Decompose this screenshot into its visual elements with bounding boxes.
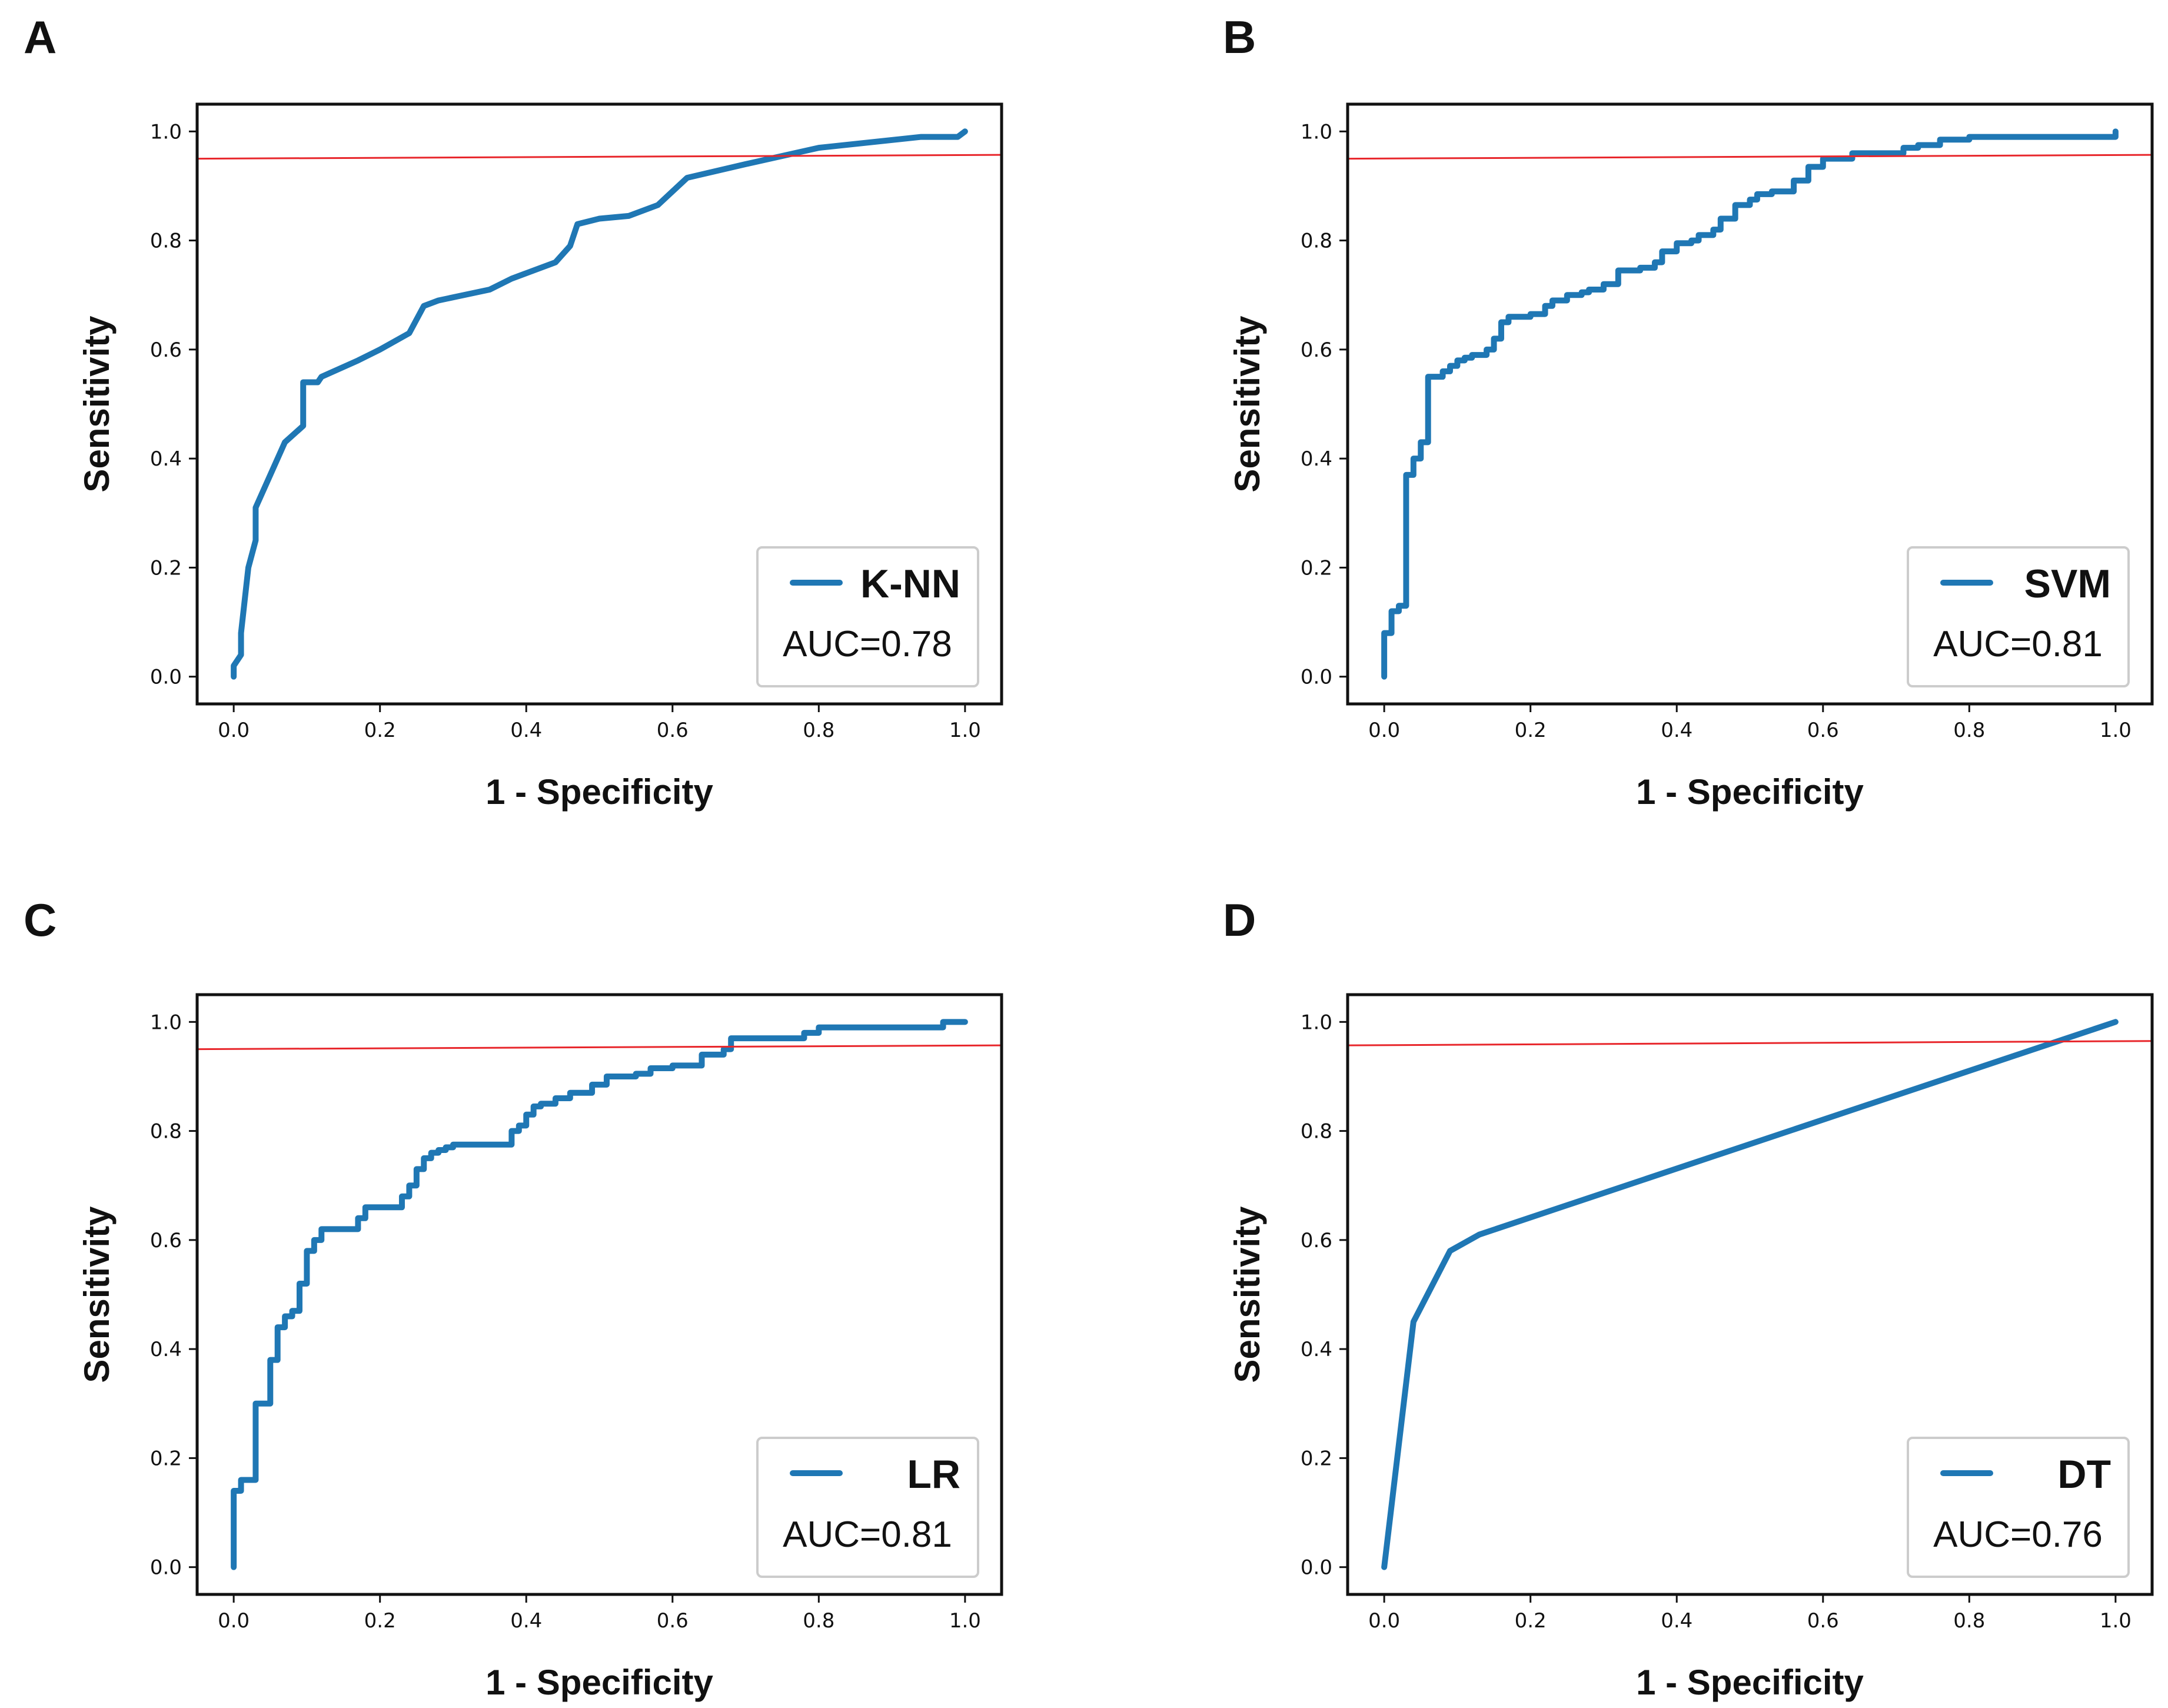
y-tick-label: 0.4 — [150, 447, 182, 471]
x-tick-label: 0.8 — [1953, 1609, 1985, 1633]
x-tick-label: 0.0 — [218, 719, 250, 742]
y-tick-label: 1.0 — [150, 1011, 182, 1034]
x-tick-label: 1.0 — [2100, 1609, 2132, 1633]
legend: SVM AUC=0.81 — [1907, 546, 2130, 687]
plot-frame — [195, 993, 1003, 1596]
legend-label: K-NN — [860, 561, 960, 606]
plot-area — [1348, 128, 2152, 680]
x-axis-title: 1 - Specificity — [486, 772, 713, 812]
auc-label: AUC=0.81 — [783, 1514, 952, 1555]
plot-frame — [1346, 102, 2154, 706]
x-tick-label: 0.8 — [803, 719, 834, 742]
x-tick-label: 0.4 — [510, 719, 542, 742]
x-tick-label: 0.8 — [803, 1609, 834, 1633]
x-tick-label: 0.0 — [1368, 1609, 1400, 1633]
x-tick-label: 0.4 — [1661, 719, 1692, 742]
x-tick-label: 0.0 — [1368, 719, 1400, 742]
y-tick-label: 1.0 — [1301, 120, 1332, 144]
y-axis-title: Sensitivity — [77, 315, 117, 493]
auc-label: AUC=0.78 — [783, 624, 952, 664]
panel-letter: B — [1223, 11, 1256, 63]
y-tick-label: 0.2 — [1301, 556, 1332, 580]
x-axis-title: 1 - Specificity — [486, 1663, 713, 1702]
y-tick-label: 0.0 — [150, 666, 182, 689]
roc-curve-d — [1381, 1019, 2119, 1570]
panel-letter: C — [24, 894, 56, 946]
y-tick-label: 0.4 — [150, 1338, 182, 1361]
panel-d: D 0.0 0.2 0.4 0.6 0.8 1.0 0.0 0.2 0.4 0.6 0.8 1.0 1 -… — [1223, 894, 2154, 1702]
x-tick-label: 0.0 — [218, 1609, 250, 1633]
x-tick-label: 0.4 — [1661, 1609, 1692, 1633]
reference-line — [1348, 154, 2152, 160]
legend-label: SVM — [2024, 561, 2111, 606]
y-tick-label: 0.8 — [150, 230, 182, 253]
y-tick-label: 0.8 — [150, 1120, 182, 1144]
x-tick-label: 0.6 — [1807, 719, 1839, 742]
x-axis-title: 1 - Specificity — [1636, 772, 1864, 812]
plot-area — [197, 1019, 1002, 1570]
y-tick-label: 1.0 — [150, 120, 182, 144]
x-tick-label: 1.0 — [2100, 719, 2132, 742]
legend: DT AUC=0.76 — [1907, 1437, 2130, 1578]
y-axis-title: Sensitivity — [1228, 315, 1267, 493]
x-tick-label: 0.6 — [1807, 1609, 1839, 1633]
panel-c: C 0.0 0.2 0.4 0.6 0.8 1.0 0.0 0.2 0.4 0.6 0.8 1.0 1 -… — [24, 894, 1003, 1702]
panel-letter: D — [1223, 894, 1256, 946]
plot-frame — [195, 102, 1003, 706]
y-tick-label: 1.0 — [1301, 1011, 1332, 1034]
roc-curve-c — [231, 1019, 968, 1570]
x-tick-label: 0.6 — [657, 719, 689, 742]
x-tick-label: 0.6 — [657, 1609, 689, 1633]
roc-curve-a — [231, 128, 968, 680]
auc-label: AUC=0.81 — [1933, 624, 2103, 664]
panel-b: B 0.0 0.2 0.4 0.6 0.8 1.0 0.0 0.2 0.4 0.6 0.8 1.0 1 -… — [1223, 11, 2154, 812]
x-tick-label: 0.2 — [364, 1609, 396, 1633]
y-tick-label: 0.0 — [1301, 1556, 1332, 1580]
y-tick-label: 0.4 — [1301, 1338, 1332, 1361]
plot-frame — [1346, 993, 2154, 1596]
y-tick-label: 0.2 — [1301, 1447, 1332, 1470]
y-axis-title: Sensitivity — [1228, 1206, 1267, 1383]
plot-area — [197, 128, 1002, 680]
y-tick-label: 0.6 — [150, 1229, 182, 1252]
x-tick-label: 0.2 — [364, 719, 396, 742]
y-tick-label: 0.2 — [150, 1447, 182, 1470]
panel-letter: A — [24, 11, 56, 63]
x-tick-label: 0.4 — [510, 1609, 542, 1633]
y-tick-label: 0.0 — [150, 1556, 182, 1580]
reference-line — [197, 1044, 1002, 1051]
y-tick-label: 0.4 — [1301, 447, 1332, 471]
x-tick-label: 1.0 — [949, 719, 981, 742]
x-tick-label: 1.0 — [949, 1609, 981, 1633]
x-tick-label: 0.8 — [1953, 719, 1985, 742]
roc-curve-b — [1381, 128, 2119, 680]
y-tick-label: 0.6 — [150, 338, 182, 362]
legend: K-NN AUC=0.78 — [756, 546, 979, 687]
reference-line — [1348, 1040, 2152, 1046]
x-tick-label: 0.2 — [1515, 719, 1547, 742]
reference-line — [197, 154, 1002, 160]
panel-a: A 0.0 0.2 0.4 0.6 0.8 1.0 0.0 0.2 0.4 0.6 0.8 1.0 1 -… — [24, 11, 1003, 812]
auc-label: AUC=0.76 — [1933, 1514, 2103, 1555]
y-tick-label: 0.8 — [1301, 1120, 1332, 1144]
y-tick-label: 0.2 — [150, 556, 182, 580]
y-tick-label: 0.0 — [1301, 666, 1332, 689]
legend-label: DT — [2057, 1452, 2111, 1497]
y-tick-label: 0.6 — [1301, 1229, 1332, 1252]
y-tick-label: 0.8 — [1301, 230, 1332, 253]
plot-area — [1348, 1019, 2152, 1570]
legend-label: LR — [907, 1452, 960, 1497]
y-tick-label: 0.6 — [1301, 338, 1332, 362]
x-tick-label: 0.2 — [1515, 1609, 1547, 1633]
x-axis-title: 1 - Specificity — [1636, 1663, 1864, 1702]
y-axis-title: Sensitivity — [77, 1206, 117, 1383]
legend: LR AUC=0.81 — [756, 1437, 979, 1578]
